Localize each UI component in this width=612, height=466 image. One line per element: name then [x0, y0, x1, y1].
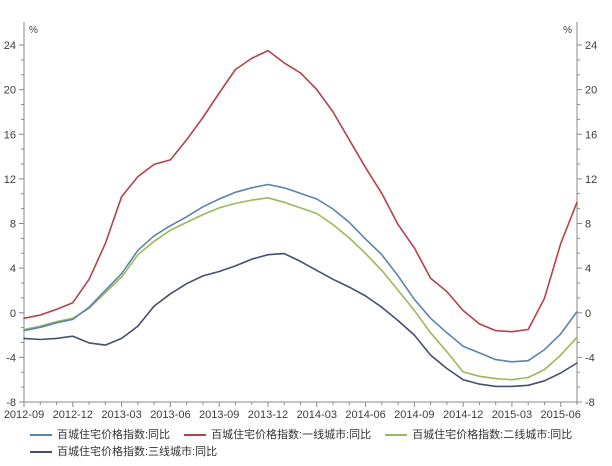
y-axis-label-right: -4 — [585, 352, 595, 364]
x-axis-label: 2015-06 — [541, 409, 581, 421]
y-axis-label-left: 16 — [4, 129, 16, 141]
series-line-1 — [23, 49, 578, 333]
y-axis-label-left: 0 — [10, 308, 16, 320]
y-axis-label-left: 20 — [4, 85, 16, 97]
x-axis-label: 2013-09 — [199, 409, 239, 421]
y-axis-label-left: 24 — [4, 40, 16, 52]
legend-item-2: 百城住宅价格指数:二线城市:同比 — [385, 427, 572, 443]
x-axis-label: 2014-06 — [345, 409, 385, 421]
series-line-3 — [23, 252, 578, 388]
y-axis-label-right: 24 — [585, 40, 597, 52]
y-axis-label-left: 12 — [4, 174, 16, 186]
series-line-2 — [23, 197, 578, 381]
y-axis-label-left: 8 — [10, 219, 16, 231]
y-axis-label-right: 12 — [585, 174, 597, 186]
legend-label: 百城住宅价格指数:三线城市:同比 — [57, 445, 218, 458]
x-axis-label: 2013-06 — [150, 409, 190, 421]
y-axis-label-right: 20 — [585, 85, 597, 97]
legend-row: 百城住宅价格指数:同比 百城住宅价格指数:一线城市:同比 百城住宅价格指数:二线城市… — [30, 426, 608, 443]
legend-item-3: 百城住宅价格指数:三线城市:同比 — [30, 444, 217, 460]
legend-row: 百城住宅价格指数:三线城市:同比 — [30, 443, 608, 460]
y-axis-unit-left: % — [29, 25, 38, 36]
y-axis-label-left: 4 — [10, 263, 16, 275]
series-line-0 — [23, 183, 578, 363]
x-axis-label: 2015-03 — [492, 409, 532, 421]
legend-line-swatch — [385, 433, 408, 436]
legend-label: 百城住宅价格指数:同比 — [57, 428, 171, 441]
y-axis-label-right: -8 — [585, 397, 595, 409]
legend-line-swatch — [184, 433, 207, 436]
y-axis-label-left: -4 — [6, 352, 16, 364]
x-axis-label: 2014-09 — [394, 409, 434, 421]
x-axis-label: 2014-03 — [297, 409, 337, 421]
y-axis-unit-right: % — [563, 25, 572, 36]
x-axis-label: 2014-12 — [443, 409, 483, 421]
x-axis-label: 2013-03 — [101, 409, 141, 421]
chart-legend: 百城住宅价格指数:同比 百城住宅价格指数:一线城市:同比 百城住宅价格指数:二线城市… — [30, 426, 608, 460]
legend-label: 百城住宅价格指数:二线城市:同比 — [412, 428, 573, 441]
y-axis-label-right: 8 — [585, 219, 591, 231]
y-axis-label-right: 4 — [585, 263, 591, 275]
y-axis-label-left: -8 — [6, 397, 16, 409]
x-axis-label: 2012-09 — [4, 409, 44, 421]
legend-line-swatch — [30, 450, 52, 453]
legend-item-0: 百城住宅价格指数:同比 — [30, 427, 170, 443]
y-axis-label-right: 16 — [585, 129, 597, 141]
y-axis-label-right: 0 — [585, 308, 591, 320]
legend-line-swatch — [30, 433, 52, 436]
x-axis-label: 2013-12 — [248, 409, 288, 421]
x-axis-label: 2012-12 — [53, 409, 93, 421]
legend-label: 百城住宅价格指数:一线城市:同比 — [211, 428, 372, 441]
legend-item-1: 百城住宅价格指数:一线城市:同比 — [184, 427, 371, 443]
